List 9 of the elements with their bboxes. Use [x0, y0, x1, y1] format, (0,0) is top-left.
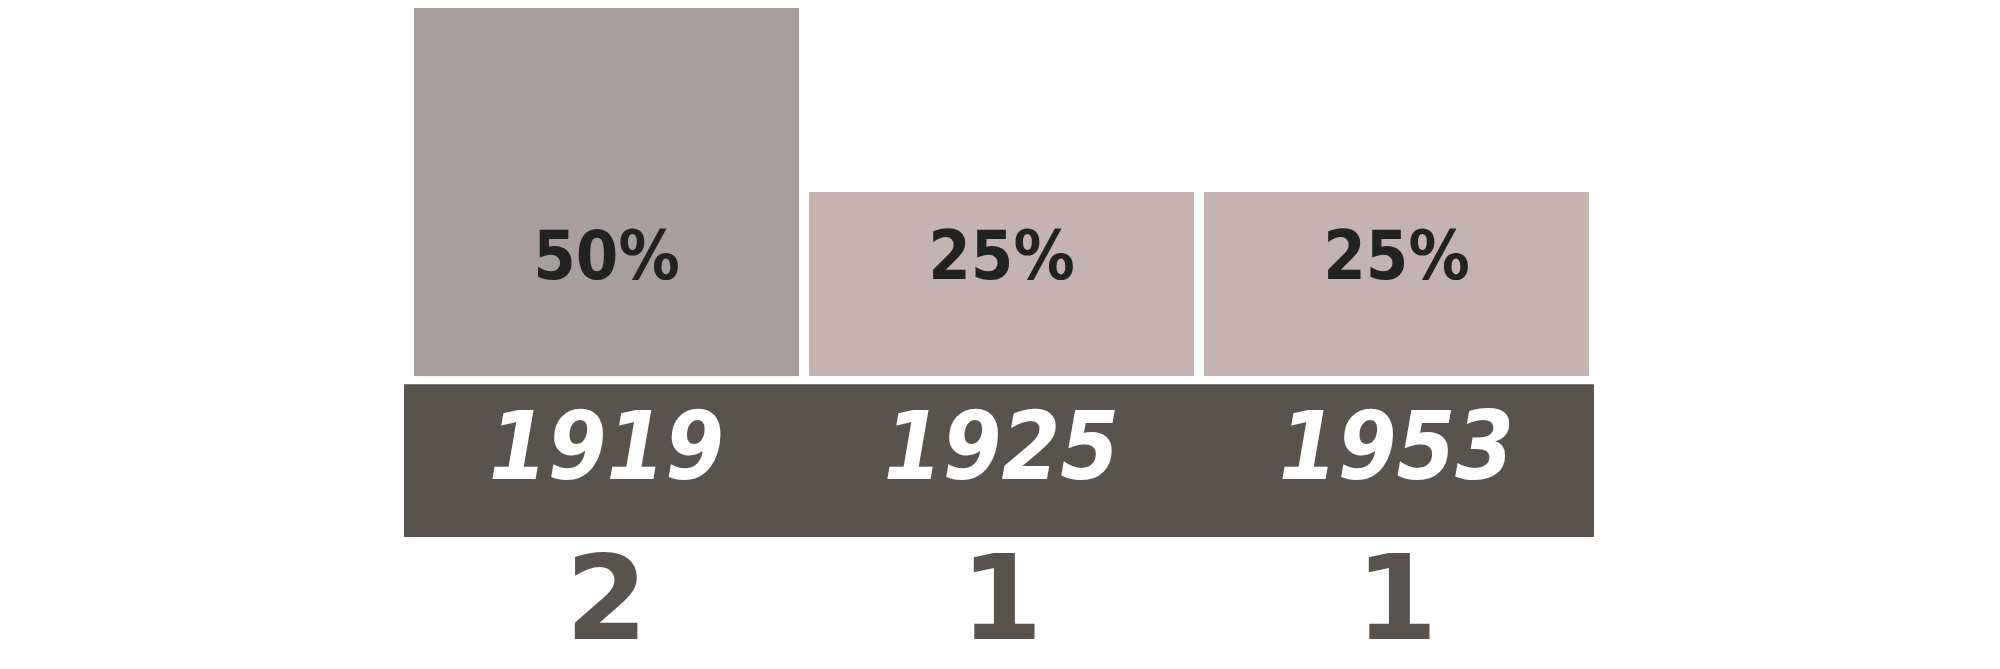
x-tick-label: 1953	[1278, 392, 1515, 502]
text: 1	[960, 528, 1043, 667]
text: 1	[1355, 528, 1438, 667]
text: 2	[565, 528, 648, 667]
x-tick-label: 1925	[883, 392, 1120, 502]
data-label: 25%	[1323, 215, 1470, 295]
data-label: 25%	[928, 215, 1075, 295]
data-label: 50%	[533, 215, 680, 295]
x-tick-label: 1919	[488, 392, 725, 502]
